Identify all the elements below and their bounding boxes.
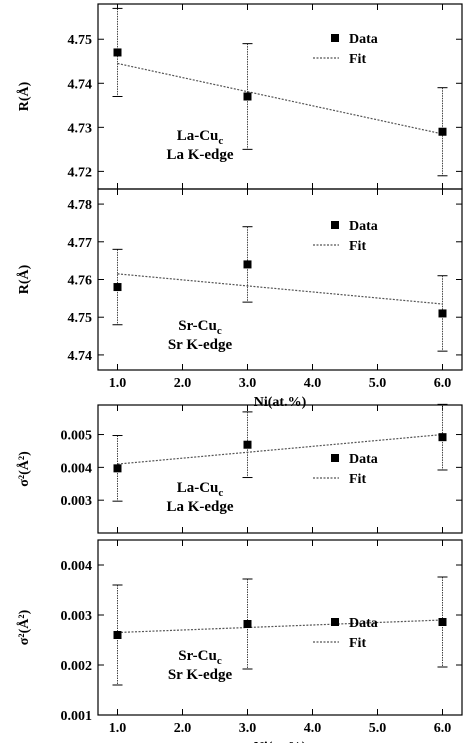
legend-fit-label: Fit bbox=[349, 52, 366, 67]
x-axis-label: Ni(at.%) bbox=[254, 395, 307, 410]
x-tick-label: 6.0 bbox=[434, 376, 452, 391]
x-tick-label: 5.0 bbox=[369, 721, 387, 736]
y-tick-label: 0.003 bbox=[61, 494, 93, 509]
y-tick-label: 4.75 bbox=[68, 311, 93, 326]
x-tick-label: 4.0 bbox=[304, 721, 322, 736]
chart-panel-2: 1.0 2.0 3.0 4.0 5.0 6.0 4.74 4.75 4.76 4.77 4.78 R(… bbox=[16, 188, 463, 410]
x-tick-label: 1.0 bbox=[109, 721, 127, 736]
plot-frame bbox=[97, 3, 463, 190]
y-tick-label: 0.002 bbox=[61, 659, 93, 674]
annotation-bond: Sr-Cuc bbox=[178, 648, 222, 667]
data-point bbox=[243, 620, 252, 628]
legend-data-marker bbox=[331, 454, 339, 462]
annotation-edge: La K-edge bbox=[166, 147, 233, 163]
data-point bbox=[438, 618, 447, 626]
legend-data-marker bbox=[331, 618, 339, 626]
plot-frame bbox=[97, 404, 463, 534]
y-tick-label: 4.76 bbox=[68, 274, 93, 289]
x-tick-label: 1.0 bbox=[109, 376, 127, 391]
data-point bbox=[113, 631, 122, 639]
legend-data-marker bbox=[331, 221, 339, 229]
y-tick-label: 4.74 bbox=[68, 349, 93, 364]
y-axis-label: σ²(Å²) bbox=[16, 609, 32, 645]
x-tick-label: 5.0 bbox=[369, 376, 387, 391]
data-point bbox=[438, 127, 447, 136]
legend-fit-label: Fit bbox=[349, 636, 366, 651]
legend-data-label: Data bbox=[349, 219, 378, 234]
x-tick-label: 3.0 bbox=[239, 721, 257, 736]
chart-panel-4: 1.0 2.0 3.0 4.0 5.0 6.0 0.001 0.002 0.003 0.004 σ²… bbox=[16, 539, 463, 748]
y-tick-label: 0.004 bbox=[61, 559, 93, 574]
y-tick-label: 4.74 bbox=[68, 77, 93, 92]
y-tick-label: 4.72 bbox=[68, 165, 93, 180]
fit-line bbox=[117, 619, 443, 634]
plot-frame bbox=[97, 539, 463, 716]
data-point bbox=[243, 260, 252, 269]
x-tick-label: 2.0 bbox=[174, 721, 192, 736]
fit-line bbox=[117, 62, 443, 135]
legend-fit-label: Fit bbox=[349, 239, 366, 254]
data-point bbox=[113, 283, 122, 292]
legend-data-label: Data bbox=[349, 616, 378, 631]
fit-line bbox=[117, 273, 443, 305]
annotation-subscript: c bbox=[218, 135, 223, 147]
y-axis-label: σ²(Å²) bbox=[16, 451, 32, 487]
legend-fit-label: Fit bbox=[349, 472, 366, 487]
y-tick-label: 4.73 bbox=[68, 121, 93, 136]
data-point bbox=[113, 48, 122, 57]
y-tick-label: 0.003 bbox=[61, 609, 93, 624]
annotation-bond: Sr-Cuc bbox=[178, 318, 222, 337]
annotation-subscript: c bbox=[217, 655, 222, 667]
x-tick-label: 2.0 bbox=[174, 376, 192, 391]
data-point bbox=[438, 433, 447, 442]
fit-line bbox=[117, 433, 443, 465]
data-point bbox=[113, 464, 122, 473]
legend-data-label: Data bbox=[349, 452, 378, 467]
data-point bbox=[438, 309, 447, 318]
y-tick-label: 0.005 bbox=[61, 429, 93, 444]
annotation-bond: La-Cuc bbox=[177, 480, 224, 499]
y-axis-label: R(Å) bbox=[16, 81, 32, 111]
data-point bbox=[243, 92, 252, 101]
x-tick-label: 4.0 bbox=[304, 376, 322, 391]
y-tick-label: 0.001 bbox=[61, 709, 93, 724]
x-tick-label: 6.0 bbox=[434, 721, 452, 736]
annotation-edge: La K-edge bbox=[166, 499, 233, 515]
y-tick-label: 0.004 bbox=[61, 461, 93, 476]
legend-data-marker bbox=[331, 34, 339, 42]
annotation-subscript: c bbox=[217, 325, 222, 337]
annotation-bond: La-Cuc bbox=[177, 128, 224, 147]
y-tick-label: 4.77 bbox=[68, 236, 93, 251]
y-tick-label: 4.78 bbox=[68, 198, 93, 213]
annotation-edge: Sr K-edge bbox=[168, 667, 233, 683]
y-axis-label: R(Å) bbox=[16, 264, 32, 294]
annotation-edge: Sr K-edge bbox=[168, 337, 233, 353]
y-tick-label: 4.75 bbox=[68, 33, 93, 48]
legend-data-label: Data bbox=[349, 32, 378, 47]
data-point bbox=[243, 440, 252, 449]
x-tick-label: 3.0 bbox=[239, 376, 257, 391]
plot-frame bbox=[97, 188, 463, 371]
annotation-subscript: c bbox=[218, 487, 223, 499]
